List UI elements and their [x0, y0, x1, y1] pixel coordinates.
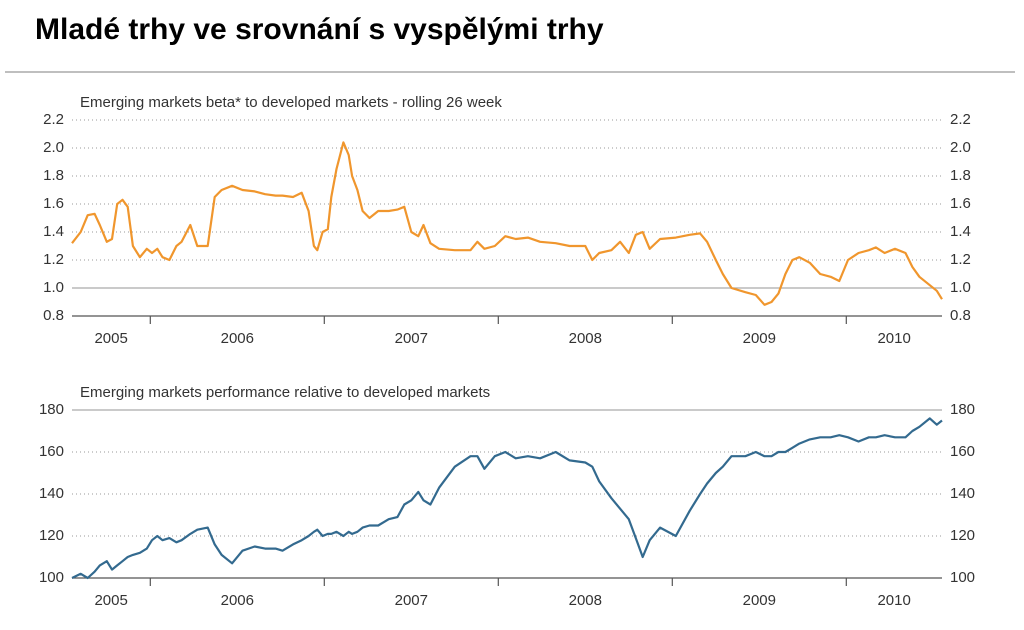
y2-tick-label: 0.8	[950, 307, 971, 324]
chart-title: Emerging markets beta* to developed mark…	[80, 94, 502, 111]
y-tick-label: 1.2	[43, 251, 64, 268]
y2-tick-label: 100	[950, 569, 975, 586]
y2-tick-label: 1.6	[950, 195, 971, 212]
y2-tick-label: 1.8	[950, 167, 971, 184]
x-tick-label: 2007	[395, 592, 428, 609]
y2-tick-label: 2.2	[950, 111, 971, 128]
y2-tick-label: 2.0	[950, 139, 971, 156]
x-tick-label: 2006	[221, 330, 254, 347]
slide-title: Mladé trhy ve srovnání s vyspělými trhy	[35, 13, 604, 46]
x-tick-label: 2005	[94, 330, 127, 347]
x-tick-label: 2010	[877, 330, 910, 347]
y-tick-label: 0.8	[43, 307, 64, 324]
x-tick-label: 2005	[94, 592, 127, 609]
x-tick-label: 2008	[569, 592, 602, 609]
y2-tick-label: 140	[950, 485, 975, 502]
x-tick-label: 2009	[743, 592, 776, 609]
x-tick-label: 2009	[743, 330, 776, 347]
y2-tick-label: 1.4	[950, 223, 971, 240]
y-tick-label: 1.8	[43, 167, 64, 184]
x-tick-label: 2010	[877, 592, 910, 609]
data-line	[71, 141, 943, 306]
y-tick-label: 2.2	[43, 111, 64, 128]
y-tick-label: 140	[39, 485, 64, 502]
y-tick-label: 2.0	[43, 139, 64, 156]
y2-tick-label: 1.0	[950, 279, 971, 296]
y-tick-label: 1.0	[43, 279, 64, 296]
y-tick-label: 180	[39, 401, 64, 418]
y2-tick-label: 120	[950, 527, 975, 544]
y-tick-label: 120	[39, 527, 64, 544]
y-tick-label: 100	[39, 569, 64, 586]
x-tick-label: 2008	[569, 330, 602, 347]
x-tick-label: 2007	[395, 330, 428, 347]
y-tick-label: 1.4	[43, 223, 64, 240]
y2-tick-label: 1.2	[950, 251, 971, 268]
y2-tick-label: 180	[950, 401, 975, 418]
x-tick-label: 2006	[221, 592, 254, 609]
y2-tick-label: 160	[950, 443, 975, 460]
y-tick-label: 160	[39, 443, 64, 460]
chart-title: Emerging markets performance relative to…	[80, 384, 490, 401]
data-line	[71, 417, 943, 580]
y-tick-label: 1.6	[43, 195, 64, 212]
